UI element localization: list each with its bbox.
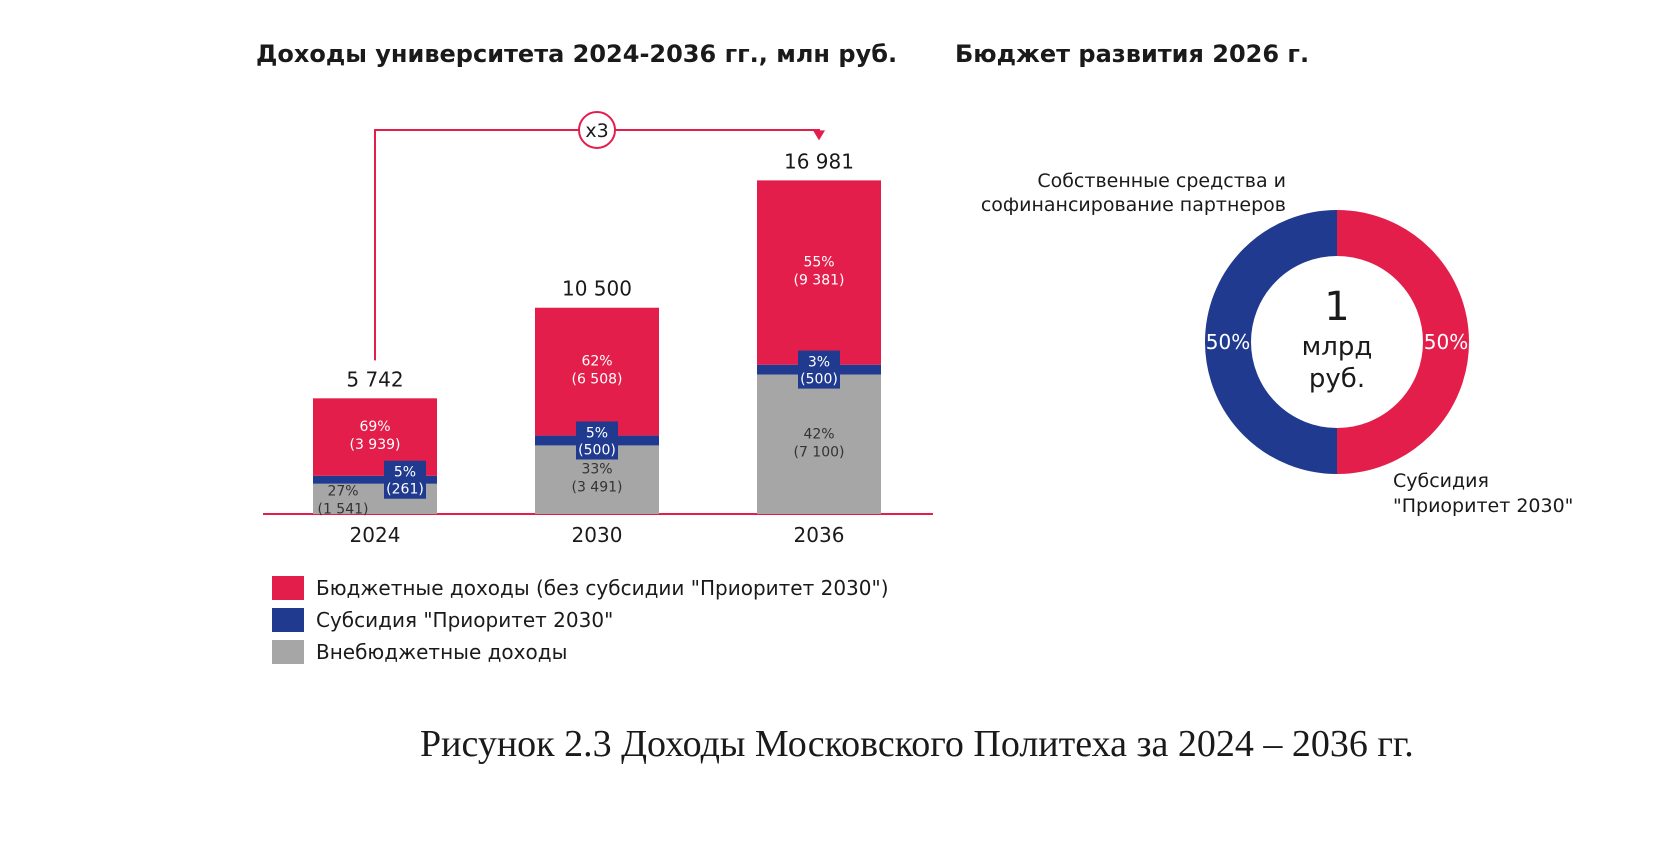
- bar-segment-2024-1: [313, 475, 437, 484]
- data-label-pct-subsidy-2030: 5%: [586, 426, 608, 442]
- donut-slice-name-1-line-1: Собственные средства и: [1037, 170, 1286, 192]
- legend-swatch-budget: [272, 576, 304, 600]
- x-tick-label-2030: 2030: [572, 523, 623, 547]
- subsidy-callout-box-2030: [576, 421, 618, 460]
- donut-slice-name-0-line-1: Субсидия: [1393, 470, 1489, 492]
- donut-slice-name-0-line-2: "Приоритет 2030": [1393, 495, 1573, 517]
- data-label-val-subsidy-2024: (261): [386, 482, 424, 498]
- donut-chart-title: Бюджет развития 2026 г.: [955, 40, 1310, 68]
- data-label-pct-budget-2036: 55%: [803, 255, 834, 271]
- donut-slice-name-1-line-2: софинансирование партнеров: [981, 194, 1286, 216]
- data-label-val-budget-2030: (6 508): [571, 372, 622, 388]
- legend-item-extrabudget: Внебюджетные доходы: [272, 636, 889, 668]
- x-tick-label-2024: 2024: [350, 523, 401, 547]
- data-label-pct-subsidy-2024: 5%: [394, 465, 416, 481]
- bar-chart-title: Доходы университета 2024-2036 гг., млн р…: [256, 40, 898, 68]
- donut-slice-0: [1336, 210, 1469, 474]
- data-label-val-budget-2024: (3 939): [349, 437, 400, 453]
- subsidy-callout-box-2024: [384, 460, 426, 499]
- growth-arrowhead: [813, 130, 825, 141]
- data-label-pct-budget-2030: 62%: [581, 354, 612, 370]
- data-label-pct-extrabudget-2024: 27%: [327, 484, 358, 500]
- bar-total-2030: 10 500: [562, 277, 632, 301]
- data-label-pct-extrabudget-2030: 33%: [581, 462, 612, 478]
- bar-total-2024: 5 742: [346, 367, 403, 391]
- bar-segment-2030-2: [535, 307, 659, 436]
- data-label-val-extrabudget-2030: (3 491): [571, 480, 622, 496]
- data-label-pct-extrabudget-2036: 42%: [803, 426, 834, 442]
- data-label-val-subsidy-2030: (500): [578, 443, 616, 459]
- legend-item-budget: Бюджетные доходы (без субсидии "Приорите…: [272, 572, 889, 604]
- data-label-val-extrabudget-2024: (1 541): [317, 502, 368, 518]
- bar-segment-2036-2: [757, 180, 881, 365]
- bar-total-2036: 16 981: [784, 149, 854, 173]
- legend-label-extrabudget: Внебюджетные доходы: [316, 640, 568, 664]
- figure-caption: Рисунок 2.3 Доходы Московского Политеха …: [420, 723, 1414, 765]
- donut-slice-label-1: 50%: [1206, 330, 1250, 354]
- data-label-pct-subsidy-2036: 3%: [808, 355, 830, 371]
- donut-slice-label-0: 50%: [1424, 330, 1468, 354]
- donut-center-unit-1: млрд: [1302, 332, 1373, 362]
- bar-chart-legend: Бюджетные доходы (без субсидии "Приорите…: [272, 572, 889, 668]
- subsidy-callout-box-2036: [798, 350, 840, 389]
- data-label-val-subsidy-2036: (500): [800, 372, 838, 388]
- data-label-val-budget-2036: (9 381): [793, 273, 844, 289]
- bar-segment-2036-0: [757, 374, 881, 514]
- legend-label-subsidy: Субсидия "Приоритет 2030": [316, 608, 614, 632]
- legend-swatch-subsidy: [272, 608, 304, 632]
- legend-item-subsidy: Субсидия "Приоритет 2030": [272, 604, 889, 636]
- data-label-pct-budget-2024: 69%: [359, 419, 390, 435]
- donut-center-number: 1: [1324, 284, 1349, 330]
- x-tick-label-2036: 2036: [794, 523, 845, 547]
- data-label-val-extrabudget-2036: (7 100): [793, 444, 844, 460]
- donut-center-unit-2: руб.: [1309, 364, 1365, 394]
- donut-slice-1: [1205, 210, 1338, 474]
- legend-label-budget: Бюджетные доходы (без субсидии "Приорите…: [316, 576, 889, 600]
- legend-swatch-extrabudget: [272, 640, 304, 664]
- growth-badge-label: x3: [585, 120, 608, 142]
- growth-badge-circle: [578, 111, 616, 149]
